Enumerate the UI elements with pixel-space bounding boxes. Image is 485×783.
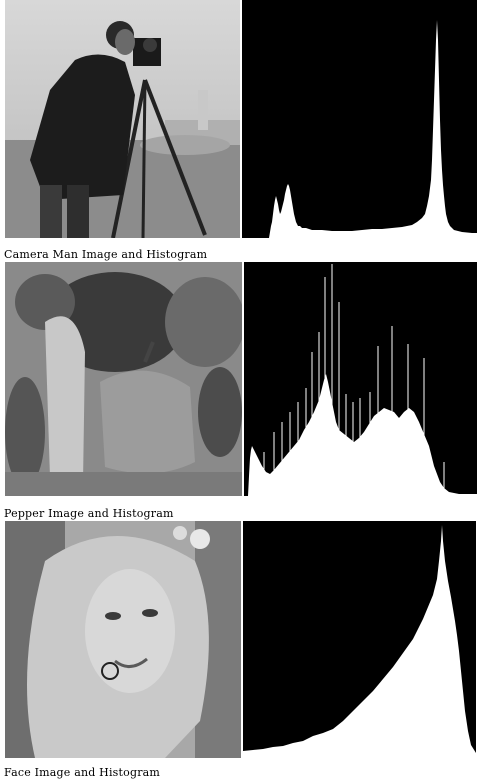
face-image [5,521,241,758]
face-histogram [243,521,476,755]
figure-caption: Camera Man Image and Histogram [4,248,208,261]
figure-caption: Pepper Image and Histogram [4,507,174,520]
peppers-image [5,262,242,496]
figure-caption: Face Image and Histogram [4,766,161,779]
cameraman-histogram [242,0,477,238]
cameraman-image [5,0,240,238]
pepper-histogram [244,262,477,496]
